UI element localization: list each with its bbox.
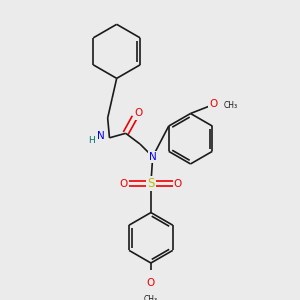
Text: O: O [134, 109, 142, 118]
Text: CH₃: CH₃ [224, 101, 238, 110]
Text: N: N [97, 131, 104, 141]
Text: S: S [147, 177, 155, 190]
Text: N: N [149, 152, 157, 162]
Text: H: H [88, 136, 95, 145]
Text: O: O [209, 100, 217, 110]
Text: CH₃: CH₃ [144, 295, 158, 300]
Text: O: O [174, 179, 182, 189]
Text: O: O [147, 278, 155, 288]
Text: O: O [120, 179, 128, 189]
